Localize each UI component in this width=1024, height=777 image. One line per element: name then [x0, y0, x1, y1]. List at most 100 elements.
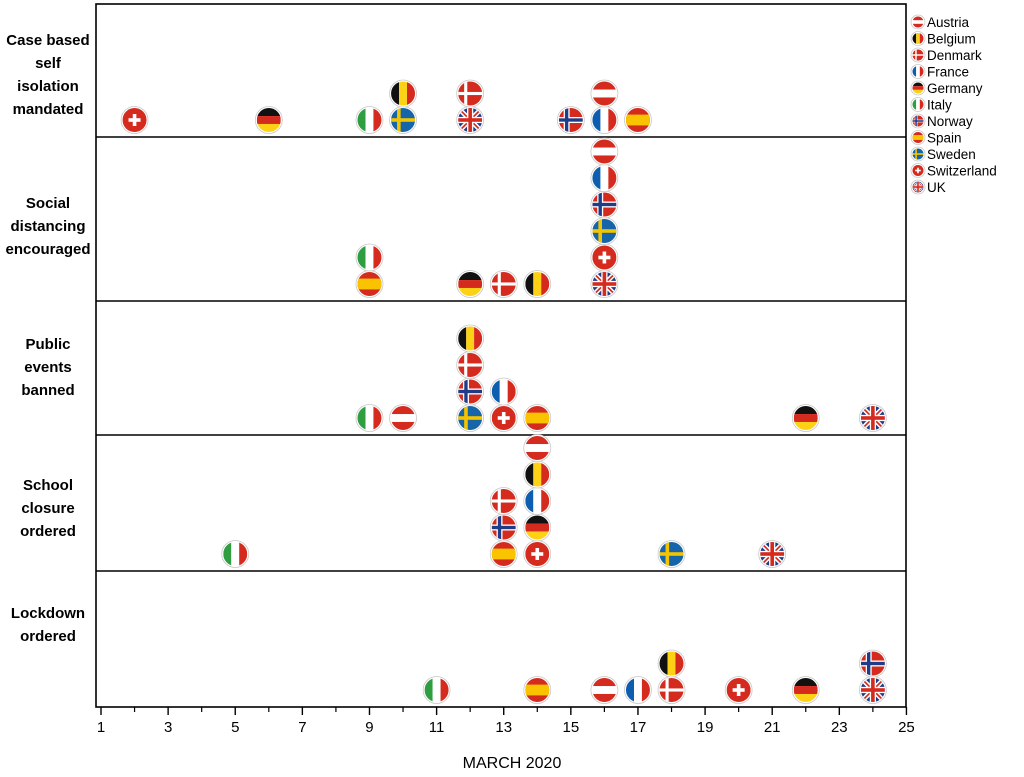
france-flag-icon-point — [590, 106, 619, 134]
switzerland-flag-icon-point — [489, 404, 518, 432]
germany-flag-icon-point — [456, 270, 485, 298]
switzerland-flag-icon-point — [120, 106, 149, 134]
legend-entry: Italy — [910, 97, 952, 113]
x-tick-label: 11 — [429, 719, 445, 736]
legend-entry: Sweden — [910, 146, 976, 162]
row-label-line: closure — [21, 500, 74, 517]
row-points — [355, 137, 619, 298]
legend-entry: Germany — [910, 80, 983, 96]
denmark-flag-icon-legend — [910, 47, 926, 63]
x-tick-label: 15 — [562, 719, 579, 736]
legend-label: UK — [927, 180, 946, 195]
x-tick-label: 19 — [697, 719, 714, 736]
sweden-flag-icon-point — [456, 404, 485, 432]
row-label-line: encouraged — [5, 241, 90, 258]
germany-flag-icon-point — [523, 513, 552, 542]
legend-entry: Spain — [910, 130, 962, 146]
belgium-flag-icon-point — [523, 460, 552, 489]
norway-flag-icon-point — [556, 106, 585, 134]
italy-flag-icon-point — [355, 106, 384, 134]
row-label-line: Lockdown — [11, 605, 85, 622]
legend-entry: UK — [910, 179, 946, 195]
sweden-flag-icon-point — [590, 217, 619, 245]
uk-flag-icon-legend — [910, 179, 926, 195]
legend-label: Norway — [927, 114, 973, 129]
norway-flag-icon-point — [858, 649, 887, 678]
x-tick-label: 3 — [164, 719, 172, 736]
italy-flag-icon-legend — [910, 97, 926, 112]
x-tick-label: 5 — [231, 719, 239, 736]
row-points — [422, 649, 887, 704]
row-label-line: distancing — [10, 218, 85, 235]
row-points — [355, 324, 886, 432]
switzerland-flag-icon-point — [724, 676, 753, 704]
legend-label: Germany — [927, 81, 983, 96]
sweden-flag-icon-point — [657, 540, 686, 568]
italy-flag-icon-point — [355, 243, 384, 272]
norway-flag-icon-point — [489, 513, 518, 542]
legend-label: Italy — [927, 98, 952, 113]
spain-flag-icon-legend — [910, 130, 926, 145]
germany-flag-icon-point — [791, 404, 820, 432]
denmark-flag-icon-point — [489, 487, 518, 515]
belgium-flag-icon-point — [657, 649, 686, 678]
legend-label: Belgium — [927, 32, 976, 47]
legend-label: Spain — [927, 131, 962, 146]
legend-entry: Switzerland — [910, 163, 997, 179]
uk-flag-icon-point — [859, 677, 886, 704]
x-axis-label: MARCH 2020 — [463, 755, 562, 772]
legend-label: Denmark — [927, 48, 982, 63]
germany-flag-icon-legend — [910, 80, 926, 96]
norway-flag-icon-point — [590, 190, 619, 219]
sweden-flag-icon-point — [389, 106, 417, 134]
switzerland-flag-icon-point — [590, 243, 619, 272]
denmark-flag-icon-point — [456, 79, 485, 108]
legend-entry: Norway — [910, 113, 973, 129]
panels — [95, 3, 907, 708]
row-points — [221, 434, 786, 568]
x-tick-label: 21 — [764, 719, 781, 736]
plot-frame — [95, 3, 907, 708]
norway-flag-icon-legend — [910, 113, 926, 129]
row-label-line: banned — [21, 382, 74, 399]
austria-flag-icon-legend — [910, 14, 926, 30]
spain-flag-icon-point — [523, 676, 552, 704]
row-label-line: isolation — [17, 78, 79, 95]
uk-flag-icon-point — [457, 107, 484, 134]
uk-flag-icon-point — [759, 541, 786, 568]
italy-flag-icon-point — [221, 540, 250, 568]
denmark-flag-icon-point — [657, 676, 686, 704]
austria-flag-icon-point — [590, 676, 619, 704]
legend-entry: France — [910, 64, 969, 80]
row-labels: Case based self isolation mandated Social dis… — [5, 32, 90, 645]
sweden-flag-icon-legend — [910, 146, 926, 162]
france-flag-icon-point — [624, 676, 652, 704]
row-points — [120, 79, 652, 134]
switzerland-flag-icon-legend — [910, 163, 926, 178]
belgium-flag-icon-point — [523, 270, 552, 298]
belgium-flag-icon-legend — [910, 31, 926, 46]
denmark-flag-icon-point — [489, 270, 518, 298]
x-tick-label: 7 — [298, 719, 306, 736]
austria-flag-icon-point — [590, 79, 619, 108]
row-label-line: Social — [26, 195, 70, 212]
legend-label: France — [927, 65, 969, 80]
germany-flag-icon-point — [254, 106, 283, 134]
row-label-line: Case based — [6, 32, 89, 49]
italy-flag-icon-point — [422, 676, 451, 704]
x-tick-label: 9 — [365, 719, 373, 736]
france-flag-icon-point — [590, 164, 619, 192]
row-label-line: Public — [25, 336, 70, 353]
x-tick-label: 25 — [898, 719, 915, 736]
x-tick-label: 23 — [831, 719, 848, 736]
france-flag-icon-point — [489, 377, 518, 406]
x-axis: 1 3 5 7 9 11 13 15 17 19 21 23 25 — [97, 707, 915, 736]
belgium-flag-icon-point — [389, 79, 417, 108]
switzerland-flag-icon-point — [523, 540, 552, 568]
legend-label: Austria — [927, 15, 970, 30]
france-flag-icon-point — [523, 487, 552, 515]
germany-flag-icon-point — [791, 676, 820, 704]
spain-flag-icon-point — [489, 540, 518, 568]
x-tick-label: 17 — [630, 719, 647, 736]
